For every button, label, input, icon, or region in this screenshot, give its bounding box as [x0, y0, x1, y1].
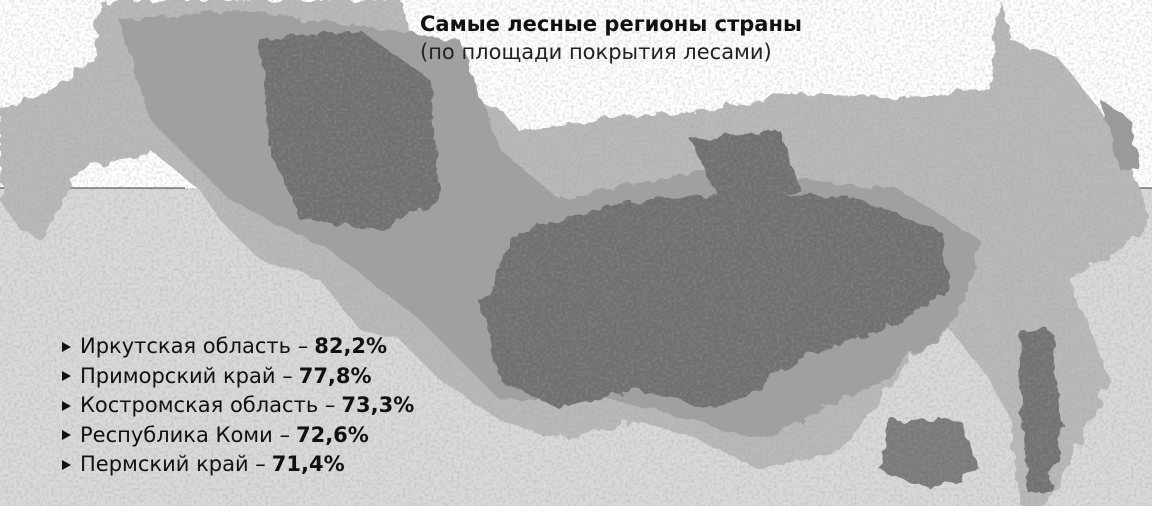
bullet — [62, 430, 71, 440]
region-item: Приморский край –77,8% — [62, 362, 414, 392]
region-item: Иркутская область –82,2% — [62, 332, 414, 362]
page: Самые лесные регионы страны (по площади … — [0, 0, 1152, 516]
title: Самые лесные регионы страны — [420, 10, 802, 38]
bottom-strip — [0, 506, 1152, 516]
region-value: 72,6% — [296, 421, 369, 451]
region-value: 82,2% — [314, 332, 387, 362]
bullet — [62, 371, 71, 381]
bullet — [62, 460, 71, 470]
region-value: 77,8% — [299, 362, 372, 392]
header: Самые лесные регионы страны (по площади … — [420, 10, 802, 66]
bullet — [62, 342, 71, 352]
region-name: Республика Коми – — [80, 421, 290, 451]
region-value: 73,3% — [341, 391, 414, 421]
region-name: Пермский край – — [80, 450, 266, 480]
region-item: Костромская область –73,3% — [62, 391, 414, 421]
region-item: Республика Коми –72,6% — [62, 421, 414, 451]
bullet — [62, 401, 71, 411]
region-value: 71,4% — [272, 450, 345, 480]
region-item: Пермский край –71,4% — [62, 450, 414, 480]
subtitle: (по площади покрытия лесами) — [420, 38, 802, 66]
region-name: Иркутская область – — [80, 332, 308, 362]
region-name: Костромская область – — [80, 391, 335, 421]
region-name: Приморский край – — [80, 362, 293, 392]
region-list: Иркутская область –82,2%Приморский край … — [62, 332, 414, 480]
